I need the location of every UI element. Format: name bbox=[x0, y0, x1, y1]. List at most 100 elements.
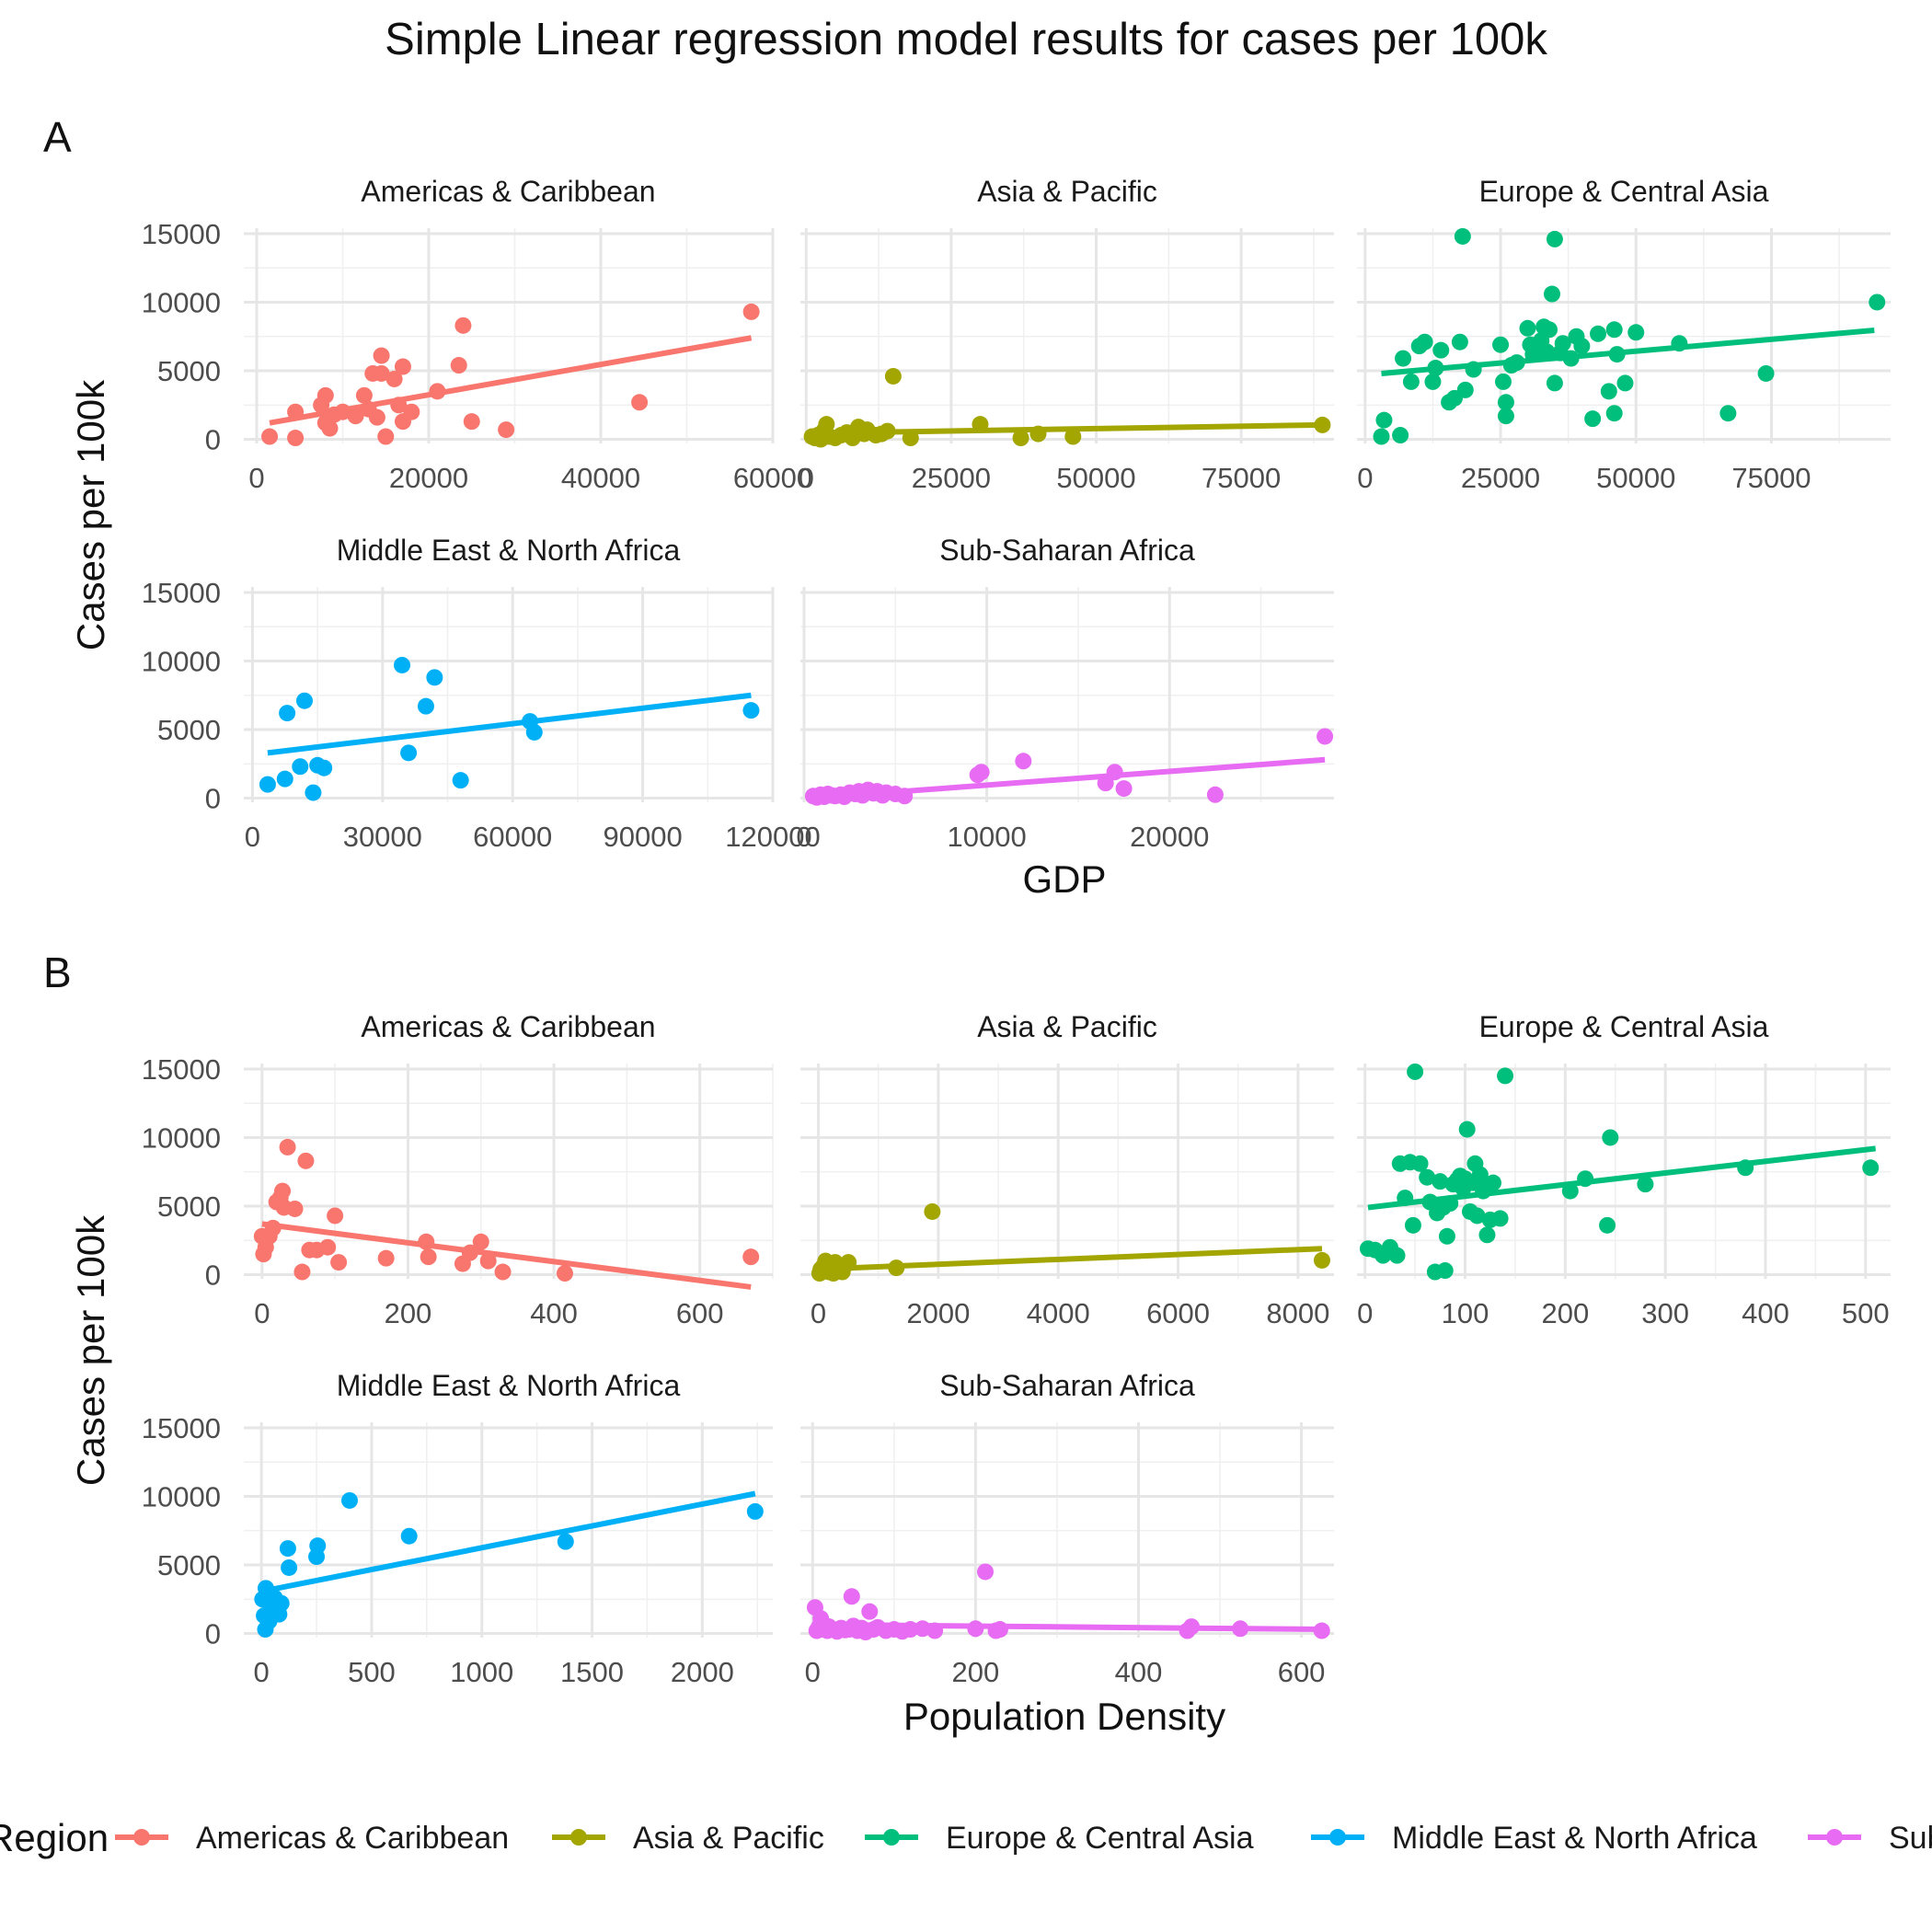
regression-line bbox=[1367, 1145, 1877, 1211]
data-point bbox=[1546, 230, 1563, 247]
legend-label: Americas & Caribbean bbox=[196, 1821, 509, 1856]
data-point bbox=[1424, 373, 1442, 390]
facet-sub-saharan-africa: Sub-Saharan Africa 0 10000 20000 bbox=[796, 534, 1334, 853]
data-point bbox=[274, 1182, 292, 1200]
x-tick-label: 200 bbox=[385, 1297, 432, 1329]
data-point bbox=[316, 386, 334, 404]
data-point bbox=[394, 656, 411, 673]
facet-americas-and-caribbean: Americas & Caribbean 0 5000 10000 15000 0 2000… bbox=[142, 175, 812, 494]
facet-title: Europe & Central Asia bbox=[1479, 175, 1769, 208]
regression-line bbox=[1381, 328, 1875, 376]
facet-title: Asia & Pacific bbox=[977, 175, 1157, 208]
y-tick-label: 15000 bbox=[142, 218, 221, 250]
gridlines bbox=[244, 1422, 773, 1638]
x-tick-label: 60000 bbox=[733, 462, 812, 494]
regression-line bbox=[812, 1621, 1327, 1633]
data-point bbox=[276, 770, 293, 788]
regression-line bbox=[267, 692, 752, 756]
panel-tag: A bbox=[43, 113, 72, 161]
data-point bbox=[1468, 1207, 1486, 1225]
y-axis-label: Cases per 100k bbox=[69, 1214, 112, 1486]
data-point bbox=[452, 772, 469, 789]
x-tick-label: 1500 bbox=[560, 1656, 624, 1688]
facet-title: Sub-Saharan Africa bbox=[939, 1369, 1195, 1402]
data-point bbox=[1115, 780, 1133, 798]
x-tick-label: 400 bbox=[1115, 1656, 1163, 1688]
data-point bbox=[293, 1263, 311, 1281]
x-tick-label: 300 bbox=[1641, 1297, 1689, 1329]
x-tick-label: 400 bbox=[530, 1297, 578, 1329]
data-point bbox=[557, 1533, 574, 1550]
legend-item-sub-saharan-africa: Sub-Saharan Africa bbox=[1808, 1821, 1932, 1856]
data-point bbox=[1458, 1121, 1476, 1138]
data-point bbox=[1373, 428, 1390, 445]
data-point bbox=[1438, 1227, 1455, 1245]
data-point bbox=[1436, 1262, 1454, 1280]
regression-line bbox=[812, 756, 1326, 801]
data-point bbox=[843, 1588, 860, 1605]
data-point bbox=[1546, 374, 1563, 392]
data-point bbox=[319, 1238, 337, 1256]
data-point bbox=[403, 403, 420, 420]
gridlines bbox=[244, 228, 775, 443]
data-point bbox=[286, 1200, 304, 1217]
chart-title: Simple Linear regression model results f… bbox=[385, 15, 1547, 64]
y-tick-label: 5000 bbox=[157, 1549, 221, 1581]
facet-europe-and-central-asia: Europe & Central Asia 0 100 200 300 400 500 bbox=[1357, 1010, 1891, 1329]
data-point bbox=[316, 759, 333, 776]
data-point bbox=[1402, 373, 1420, 390]
facet-americas-and-caribbean: Americas & Caribbean 0 5000 10000 15000 0 200 4… bbox=[142, 1010, 774, 1329]
data-point bbox=[1573, 338, 1591, 355]
y-tick-label: 5000 bbox=[157, 714, 221, 746]
x-axis-label: GDP bbox=[1022, 857, 1106, 901]
regression-line bbox=[818, 1246, 1323, 1272]
panel-a-gdp: A Cases per 100k GDP Americas & Caribbean 0 5… bbox=[43, 113, 1891, 901]
data-point bbox=[1432, 1173, 1449, 1190]
data-point bbox=[355, 386, 373, 404]
data-point bbox=[259, 776, 276, 793]
data-point bbox=[454, 316, 472, 334]
x-tick-label: 6000 bbox=[1146, 1297, 1210, 1329]
data-point bbox=[1497, 408, 1514, 425]
data-point bbox=[1497, 394, 1514, 411]
x-tick-label: 120000 bbox=[725, 821, 820, 853]
facet-asia-and-pacific: Asia & Pacific 0 25000 50000 75000 bbox=[799, 175, 1334, 494]
legend-point-key bbox=[133, 1829, 150, 1846]
x-tick-label: 2000 bbox=[906, 1297, 970, 1329]
data-point bbox=[295, 692, 313, 709]
facet-europe-and-central-asia: Europe & Central Asia 0 25000 50000 75000 bbox=[1357, 175, 1891, 494]
data-point bbox=[556, 1265, 573, 1282]
data-point bbox=[742, 303, 760, 320]
data-point bbox=[1451, 333, 1468, 351]
data-point bbox=[1404, 1216, 1421, 1234]
data-point bbox=[1313, 1251, 1330, 1269]
x-tick-label: 0 bbox=[796, 821, 811, 853]
data-point bbox=[746, 1502, 764, 1520]
y-tick-label: 15000 bbox=[142, 1053, 221, 1086]
facet-title: Sub-Saharan Africa bbox=[939, 534, 1195, 567]
data-point bbox=[1411, 1155, 1429, 1172]
x-axis-label: Population Density bbox=[903, 1695, 1225, 1738]
data-point bbox=[400, 744, 418, 762]
legend-point-key bbox=[1329, 1829, 1346, 1846]
facet-title: Asia & Pacific bbox=[977, 1010, 1157, 1043]
gridlines bbox=[1357, 1064, 1891, 1279]
data-point bbox=[261, 428, 279, 445]
x-tick-label: 20000 bbox=[1130, 821, 1209, 853]
data-point bbox=[420, 1248, 437, 1266]
x-tick-label: 4000 bbox=[1027, 1297, 1090, 1329]
panel-b-population-density: B Cases per 100k Population Density America… bbox=[43, 949, 1891, 1738]
data-point bbox=[1375, 411, 1393, 429]
data-point bbox=[426, 669, 443, 686]
data-point bbox=[977, 1563, 995, 1581]
gridlines bbox=[800, 1064, 1334, 1279]
data-point bbox=[450, 357, 467, 374]
x-tick-label: 90000 bbox=[603, 821, 682, 853]
data-point bbox=[742, 1248, 760, 1266]
legend-label: Sub-Saharan Africa bbox=[1889, 1821, 1932, 1856]
legend-item-europe-and-central-asia: Europe & Central Asia bbox=[865, 1821, 1254, 1856]
y-tick-label: 0 bbox=[205, 1259, 221, 1292]
x-tick-label: 2000 bbox=[671, 1656, 734, 1688]
y-tick-label: 10000 bbox=[142, 286, 221, 318]
data-point bbox=[494, 1263, 512, 1281]
